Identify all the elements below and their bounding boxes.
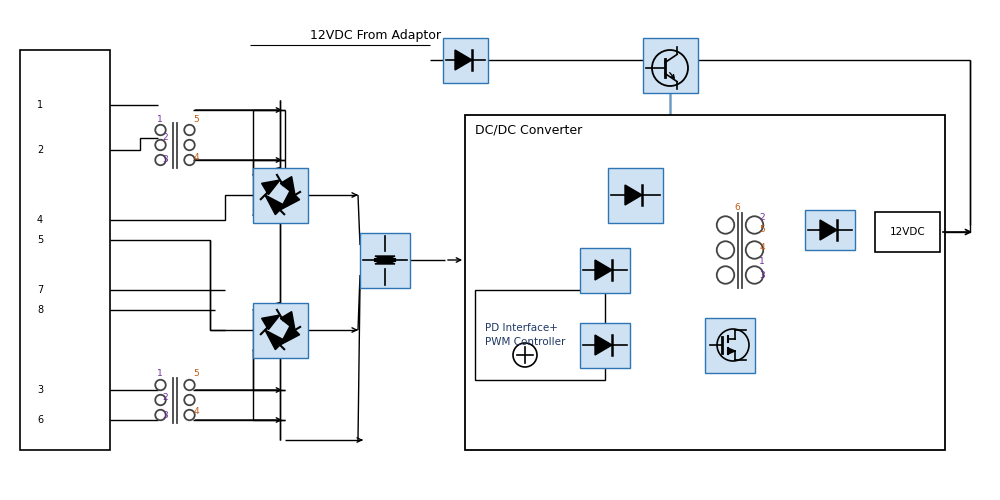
Text: 3: 3: [759, 270, 765, 280]
Text: 2: 2: [759, 212, 765, 222]
Text: 8: 8: [37, 305, 43, 315]
Text: 4: 4: [759, 242, 765, 252]
Polygon shape: [375, 256, 395, 261]
Bar: [252, 302, 308, 358]
Bar: [608, 168, 662, 222]
Text: 2: 2: [162, 392, 168, 402]
Text: 4: 4: [193, 152, 199, 162]
Polygon shape: [728, 348, 735, 354]
Text: 4: 4: [37, 215, 43, 225]
Text: 12VDC: 12VDC: [890, 227, 925, 237]
Text: 3: 3: [162, 410, 168, 420]
Polygon shape: [375, 259, 395, 264]
Text: 1: 1: [37, 100, 43, 110]
Polygon shape: [265, 195, 285, 214]
Polygon shape: [280, 312, 295, 330]
Text: 7: 7: [37, 285, 43, 295]
Bar: [805, 210, 855, 250]
Bar: [360, 232, 410, 287]
Polygon shape: [265, 330, 285, 349]
Text: 5: 5: [37, 235, 43, 245]
Polygon shape: [262, 180, 280, 194]
Bar: [580, 322, 630, 368]
Text: DC/DC Converter: DC/DC Converter: [475, 124, 582, 136]
Text: 3: 3: [162, 156, 168, 164]
Polygon shape: [280, 176, 295, 195]
Polygon shape: [280, 190, 300, 210]
Polygon shape: [595, 335, 612, 355]
Text: 1: 1: [157, 370, 163, 378]
Bar: [705, 318, 755, 372]
Bar: [442, 38, 488, 82]
Polygon shape: [262, 315, 280, 330]
Text: 3: 3: [37, 385, 43, 395]
Polygon shape: [820, 220, 837, 240]
Text: 4: 4: [193, 408, 199, 416]
Text: 6: 6: [734, 202, 740, 211]
Polygon shape: [280, 326, 300, 345]
Text: PD Interface+
PWM Controller: PD Interface+ PWM Controller: [485, 323, 565, 347]
Text: 1: 1: [157, 114, 163, 124]
Bar: [580, 248, 630, 292]
Polygon shape: [455, 50, 472, 70]
Bar: [875, 212, 940, 252]
Bar: [475, 290, 605, 380]
Text: 5: 5: [193, 114, 199, 124]
Bar: [20, 50, 110, 450]
Text: 2: 2: [37, 145, 43, 155]
Text: 5: 5: [193, 370, 199, 378]
Bar: [642, 38, 698, 92]
Polygon shape: [625, 185, 642, 205]
Text: 6: 6: [37, 415, 43, 425]
Bar: [465, 115, 945, 450]
Text: 1: 1: [759, 258, 765, 266]
Polygon shape: [595, 260, 612, 280]
Text: 2: 2: [162, 132, 168, 141]
Text: 5: 5: [759, 226, 765, 234]
Bar: [252, 168, 308, 222]
Text: 12VDC From Adaptor: 12VDC From Adaptor: [310, 28, 441, 42]
